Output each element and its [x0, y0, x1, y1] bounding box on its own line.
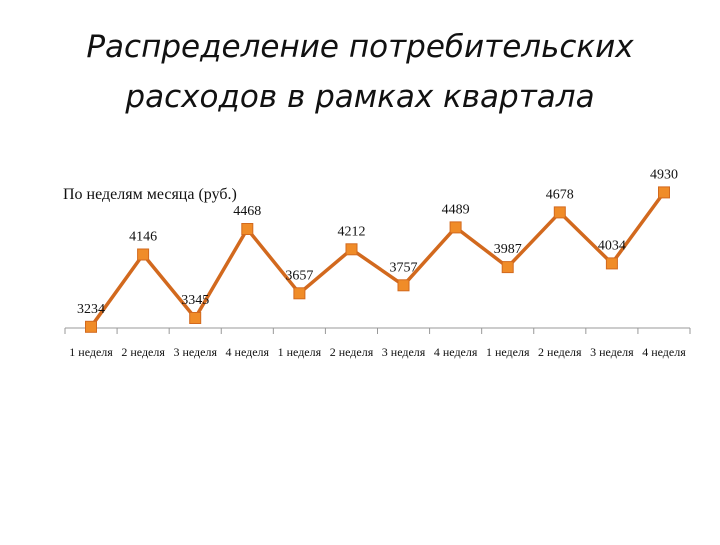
- x-tick-label: 4 неделя: [434, 345, 478, 359]
- slide-title-line-1: Распределение потребительских: [86, 29, 634, 65]
- slide-title: Распределение потребительских расходов в…: [0, 22, 720, 122]
- x-tick-label: 3 неделя: [173, 345, 217, 359]
- data-point: [345, 243, 358, 256]
- data-point: [293, 287, 306, 300]
- data-label: 4489: [442, 202, 470, 217]
- slide-title-line-2: расходов в рамках квартала: [125, 79, 595, 115]
- data-label: 4678: [546, 187, 574, 202]
- x-tick-label: 1 неделя: [69, 345, 113, 359]
- data-point: [605, 257, 618, 270]
- data-label: 3757: [390, 260, 418, 275]
- data-label: 3987: [494, 242, 522, 257]
- x-tick-label: 1 неделя: [278, 345, 322, 359]
- data-labels: 3234 4146 3345 4468 3657 4212 3757 4489 3987 4678…: [77, 167, 678, 316]
- data-point: [449, 221, 462, 234]
- data-label: 4468: [233, 204, 261, 219]
- data-label: 4146: [129, 230, 157, 245]
- x-axis-ticks: [64, 328, 691, 334]
- x-tick-label: 3 неделя: [590, 345, 634, 359]
- data-point: [137, 248, 150, 261]
- data-label: 4930: [650, 167, 678, 182]
- data-label: 3345: [181, 293, 209, 308]
- x-tick-label: 2 неделя: [121, 345, 165, 359]
- series-markers: [85, 186, 670, 333]
- data-label: 4212: [337, 224, 365, 239]
- data-point: [241, 223, 254, 235]
- x-tick-label: 3 неделя: [382, 345, 426, 359]
- chart-title: По неделям месяца (руб.): [63, 186, 237, 203]
- data-point: [397, 279, 410, 292]
- data-point: [85, 320, 97, 333]
- data-label: 4034: [598, 238, 626, 253]
- data-point: [553, 206, 566, 219]
- x-tick-label: 2 неделя: [330, 345, 374, 359]
- x-tick-label: 2 неделя: [538, 345, 582, 359]
- data-point: [189, 312, 202, 324]
- data-point: [501, 261, 514, 274]
- data-label: 3657: [285, 268, 313, 283]
- data-label: 3234: [77, 302, 105, 317]
- x-tick-label: 4 неделя: [226, 345, 270, 359]
- x-tick-label: 1 неделя: [486, 345, 530, 359]
- data-point: [658, 186, 670, 199]
- x-axis-labels: 1 неделя 2 неделя 3 неделя 4 неделя 1 неделя…: [69, 345, 686, 359]
- x-tick-label: 4 неделя: [642, 345, 686, 359]
- series-line: [89, 190, 666, 329]
